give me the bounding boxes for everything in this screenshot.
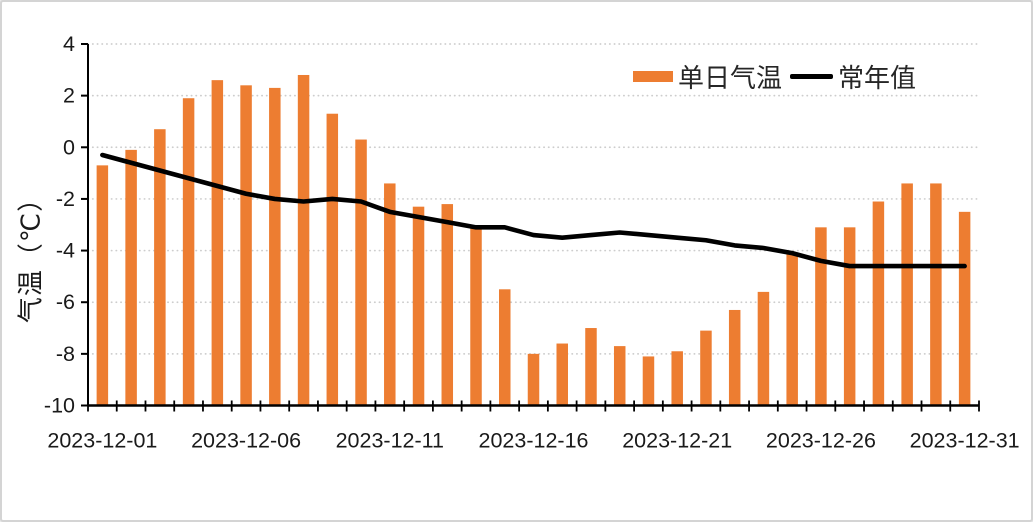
bar <box>384 183 396 406</box>
y-tick-label: -8 <box>56 342 75 366</box>
bar <box>671 351 683 406</box>
bar <box>154 129 166 406</box>
bar <box>728 309 741 406</box>
x-tick-label: 2023-12-06 <box>191 429 301 453</box>
bar <box>700 330 712 406</box>
bar <box>412 206 425 406</box>
y-tick-label: 4 <box>63 32 75 56</box>
bar <box>585 328 597 406</box>
x-tick-label: 2023-12-01 <box>47 429 157 453</box>
bar <box>211 80 224 406</box>
x-tick-label: 2023-12-16 <box>479 429 589 453</box>
y-tick-label: 2 <box>63 84 75 108</box>
y-tick-label: 0 <box>63 135 75 159</box>
y-tick-label: -10 <box>44 394 75 418</box>
bar <box>843 227 856 406</box>
bar <box>125 149 137 406</box>
bar <box>786 253 798 406</box>
bar <box>872 201 885 406</box>
bar <box>240 85 252 406</box>
y-tick-label: -2 <box>56 187 75 211</box>
bar <box>556 343 568 406</box>
bar <box>441 204 454 406</box>
bar <box>613 346 626 406</box>
x-tick-label: 2023-12-11 <box>336 429 444 453</box>
bar <box>958 211 971 406</box>
bar <box>269 87 281 406</box>
bar <box>527 353 540 406</box>
legend: 单日气温 常年值 <box>633 60 917 93</box>
bar <box>326 113 339 406</box>
legend-bar-swatch <box>633 70 673 82</box>
bar <box>901 183 913 406</box>
bar <box>182 98 195 406</box>
y-tick-label: -4 <box>56 239 75 263</box>
bar <box>815 227 827 406</box>
x-tick-label: 2023-12-21 <box>622 429 732 453</box>
x-tick-label: 2023-12-26 <box>766 429 876 453</box>
bar <box>757 291 770 406</box>
legend-line-label: 常年值 <box>838 62 917 93</box>
bar <box>96 165 109 406</box>
bar <box>470 227 482 406</box>
bar <box>930 183 942 406</box>
legend-bar-label: 单日气温 <box>678 62 783 93</box>
bar <box>297 74 310 406</box>
bar <box>355 139 367 406</box>
y-axis-title: 气温（℃） <box>15 184 46 324</box>
normal-line <box>100 152 967 269</box>
legend-line-swatch <box>790 73 834 79</box>
bar <box>499 289 511 406</box>
x-tick-label: 2023-12-31 <box>910 429 1020 453</box>
y-tick-label: -6 <box>56 290 75 314</box>
bar <box>642 356 655 406</box>
